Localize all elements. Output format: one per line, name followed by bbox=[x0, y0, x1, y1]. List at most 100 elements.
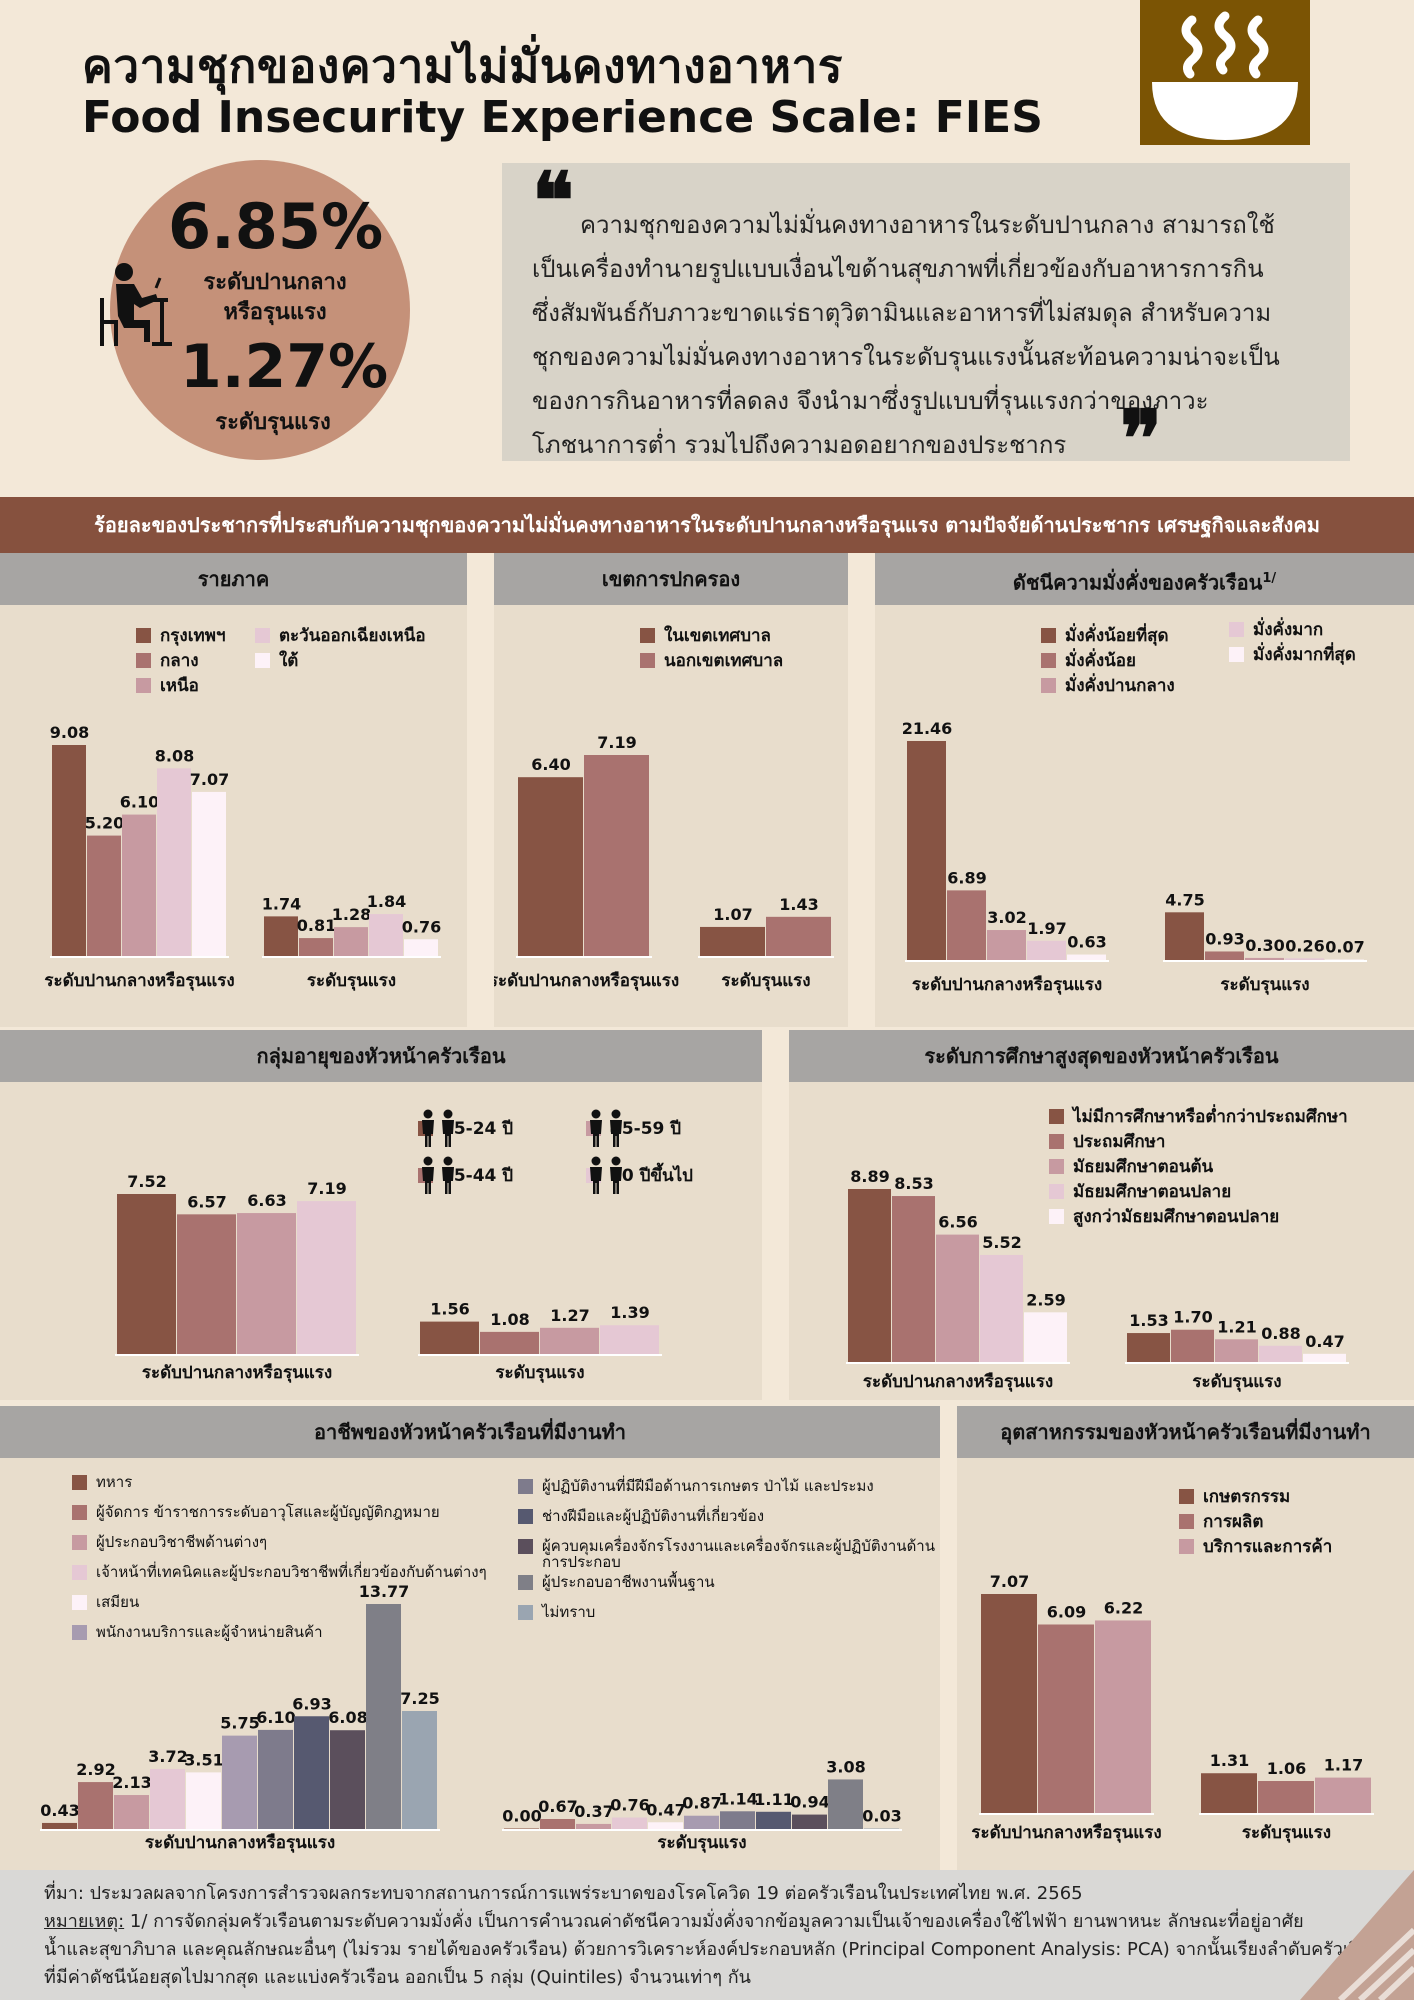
legend-text: ผู้ควบคุมเครื่องจักรโรงงานและเครื่องจักร… bbox=[542, 1537, 935, 1571]
legend-text: 60 ปีขึ้นไป bbox=[610, 1165, 693, 1186]
bar-occupation-0-8 bbox=[330, 1730, 365, 1830]
data-label-occupation-1-0: 0.00 bbox=[502, 1807, 541, 1826]
data-label-wealth-0-0: 21.46 bbox=[902, 719, 953, 738]
bar-occupation-0-2 bbox=[114, 1795, 149, 1830]
bar-occupation-1-2 bbox=[576, 1823, 611, 1830]
legend-swatch bbox=[518, 1479, 533, 1494]
legend-swatch bbox=[72, 1625, 87, 1640]
panel-title-education: ระดับการศึกษาสูงสุดของหัวหน้าครัวเรือน bbox=[789, 1030, 1414, 1082]
legend-item: กลาง bbox=[136, 648, 226, 673]
bar-area-1-1 bbox=[766, 916, 831, 957]
bar-occupation-1-5 bbox=[684, 1815, 719, 1830]
legend-item: การผลิต bbox=[1179, 1509, 1332, 1534]
category-label-occupation-1: ระดับรุนแรง bbox=[657, 1833, 746, 1853]
legend-swatch bbox=[136, 678, 151, 693]
bar-occupation-0-3 bbox=[150, 1768, 185, 1830]
data-label-industry-0-1: 6.09 bbox=[1047, 1602, 1086, 1621]
panel-title-region: รายภาค bbox=[0, 553, 467, 605]
data-label-region-0-0: 9.08 bbox=[50, 723, 89, 742]
bar-education-1-2 bbox=[1215, 1339, 1258, 1363]
legend-education: ไม่มีการศึกษาหรือต่ำกว่าประถมศึกษา ประถมศ… bbox=[1049, 1104, 1348, 1229]
source-text: ที่มา: ประมวลผลจากโครงการสำรวจผลกระทบจาก… bbox=[44, 1883, 1083, 1904]
data-label-age-0-1: 6.57 bbox=[187, 1192, 226, 1211]
panel-age: กลุ่มอายุของหัวหน้าครัวเรือน 7.52 6.57 6.6… bbox=[0, 1030, 762, 1400]
bar-occupation-0-4 bbox=[186, 1772, 221, 1830]
data-label-education-0-1: 8.53 bbox=[894, 1174, 933, 1193]
open-quote-mark: ❝ bbox=[532, 156, 574, 247]
data-label-region-0-4: 7.07 bbox=[190, 770, 229, 789]
legend-text: เหนือ bbox=[160, 676, 199, 696]
legend-text: มัธยมศึกษาตอนต้น bbox=[1073, 1157, 1214, 1177]
legend-age-item: 45-59 ปี bbox=[586, 1108, 681, 1148]
legend-occupation: ผู้ปฏิบัติงานที่มีฝีมือด้านการเกษตร ป่าไ… bbox=[518, 1478, 938, 1634]
legend-text: มั่งคั่งมาก bbox=[1253, 620, 1324, 640]
data-label-industry-0-2: 6.22 bbox=[1104, 1598, 1143, 1617]
bar-occupation-1-4 bbox=[648, 1822, 683, 1830]
bar-education-0-3 bbox=[980, 1254, 1023, 1363]
legend-item: เกษตรกรรม bbox=[1179, 1484, 1332, 1509]
legend-item: มั่งคั่งน้อย bbox=[1041, 648, 1175, 673]
panel-region: รายภาค 9.08 5.20 6.10 8.08 7.07 ระดับปานกลางห… bbox=[0, 553, 467, 1027]
bar-occupation-1-1 bbox=[540, 1819, 575, 1830]
legend-text: มั่งคั่งมากที่สุด bbox=[1253, 645, 1356, 665]
bar-age-1-3 bbox=[600, 1325, 659, 1355]
legend-item: มัธยมศึกษาตอนต้น bbox=[1049, 1154, 1348, 1179]
data-label-occupation-0-10: 7.25 bbox=[400, 1689, 439, 1708]
severe-value: 1.27% bbox=[180, 332, 389, 402]
legend-swatch bbox=[72, 1475, 87, 1490]
legend-text: 25-44 ปี bbox=[442, 1165, 514, 1186]
category-label-wealth-1: ระดับรุนแรง bbox=[1220, 975, 1309, 995]
legend-text: ไม่มีการศึกษาหรือต่ำกว่าประถมศึกษา bbox=[1073, 1107, 1348, 1127]
data-label-wealth-1-2: 0.30 bbox=[1245, 936, 1284, 955]
bar-education-1-0 bbox=[1127, 1333, 1170, 1363]
data-label-education-0-3: 5.52 bbox=[982, 1233, 1021, 1252]
bar-industry-0-2 bbox=[1095, 1620, 1151, 1814]
moderate-label-1: ระดับปานกลาง bbox=[203, 270, 347, 295]
panel-area: เขตการปกครอง 6.40 7.19 ระดับปานกลางหรือรุน… bbox=[494, 553, 848, 1027]
legend-text: กลาง bbox=[160, 651, 199, 671]
bar-industry-1-0 bbox=[1201, 1773, 1257, 1814]
legend-item: ทหาร bbox=[72, 1474, 492, 1504]
people-icon bbox=[422, 1156, 454, 1194]
data-label-education-1-4: 0.47 bbox=[1305, 1332, 1344, 1351]
chart-age: 7.52 6.57 6.63 7.19 ระดับปานกลางหรือรุนแรง 1.… bbox=[115, 1172, 662, 1383]
legend-item: มั่งคั่งมากที่สุด bbox=[1229, 642, 1356, 667]
bar-wealth-1-1 bbox=[1205, 951, 1244, 961]
data-label-wealth-0-3: 1.97 bbox=[1027, 919, 1066, 938]
legend-item: ในเขตเทศบาล bbox=[640, 623, 783, 648]
data-label-industry-1-1: 1.06 bbox=[1267, 1759, 1306, 1778]
summary-circle: 6.85% ระดับปานกลาง หรือรุนแรง 1.27% ระดั… bbox=[110, 160, 410, 460]
category-label-industry-1: ระดับรุนแรง bbox=[1242, 1823, 1331, 1843]
legend-text: มัธยมศึกษาตอนปลาย bbox=[1073, 1182, 1232, 1202]
data-label-occupation-1-8: 0.94 bbox=[790, 1793, 829, 1812]
legend-text: นอกเขตเทศบาล bbox=[664, 651, 784, 671]
bar-wealth-1-3 bbox=[1285, 958, 1324, 961]
bar-education-0-4 bbox=[1024, 1312, 1067, 1363]
legend-item: นอกเขตเทศบาล bbox=[640, 648, 783, 673]
legend-text: ไม่ทราบ bbox=[542, 1603, 596, 1621]
bar-industry-1-2 bbox=[1315, 1777, 1371, 1814]
bar-education-0-1 bbox=[892, 1196, 935, 1363]
quote-box: ❝ ความชุกของความไม่มั่นคงทางอาหารในระดับ… bbox=[502, 156, 1350, 479]
data-label-industry-0-0: 7.07 bbox=[990, 1572, 1029, 1591]
legend-swatch bbox=[1049, 1209, 1064, 1224]
legend-item: มั่งคั่งปานกลาง bbox=[1041, 673, 1175, 698]
bar-region-1-1 bbox=[299, 938, 333, 957]
legend-swatch bbox=[255, 628, 270, 643]
data-label-occupation-1-6: 1.14 bbox=[718, 1789, 757, 1808]
data-label-occupation-1-9: 3.08 bbox=[826, 1757, 865, 1776]
bar-region-0-3 bbox=[157, 768, 191, 957]
bar-occupation-1-9 bbox=[828, 1779, 863, 1830]
data-label-region-1-1: 0.81 bbox=[297, 916, 336, 935]
legend-swatch bbox=[136, 628, 151, 643]
legend-item: 15-24 ปี bbox=[418, 1108, 513, 1148]
bar-wealth-0-2 bbox=[987, 930, 1026, 961]
bar-age-0-2 bbox=[237, 1213, 296, 1355]
people-icon bbox=[422, 1109, 454, 1147]
page-title-english: Food Insecurity Experience Scale: FIES bbox=[82, 92, 1043, 143]
legend-swatch bbox=[1041, 678, 1056, 693]
data-label-occupation-0-4: 3.51 bbox=[184, 1750, 223, 1769]
quote-line: ความชุกของความไม่มั่นคงทางอาหารในระดับปา… bbox=[580, 211, 1275, 239]
severe-label: ระดับรุนแรง bbox=[215, 410, 331, 435]
legend-region: ตะวันออกเฉียงเหนือ ใต้ bbox=[255, 623, 426, 673]
